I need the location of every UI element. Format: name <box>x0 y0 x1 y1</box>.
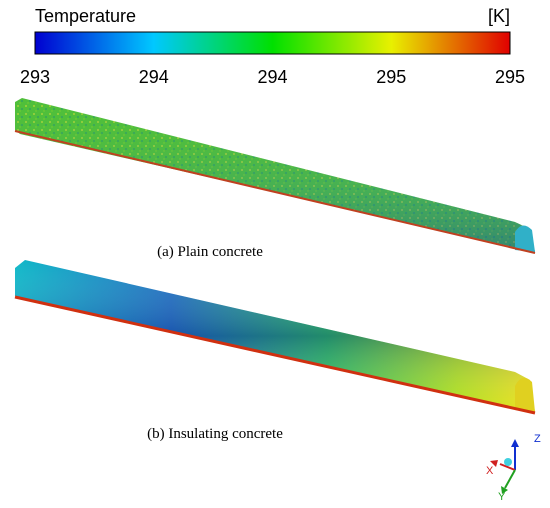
axis-label: X <box>486 465 494 477</box>
colorbar <box>34 31 511 55</box>
axes-triad: Z X Y <box>486 433 541 503</box>
axis-label: Y <box>498 491 506 503</box>
axis-label: Z <box>534 433 541 445</box>
colorbar-title: Temperature <box>35 6 136 26</box>
tunnel-plain <box>14 98 536 254</box>
colorbar-tick-label: 293 <box>20 67 50 87</box>
colorbar-tick-label: 294 <box>257 67 287 87</box>
tunnel-insulating <box>14 260 536 415</box>
caption: (a) Plain concrete <box>157 244 263 260</box>
colorbar-tick-label: 294 <box>139 67 169 87</box>
colorbar-tick-label: 295 <box>376 67 406 87</box>
colorbar-ticks: 293 294 294 295 295 <box>20 67 525 87</box>
caption: (b) Insulating concrete <box>147 426 283 442</box>
colorbar-unit: [K] <box>488 6 510 26</box>
colorbar-tick-label: 295 <box>495 67 525 87</box>
